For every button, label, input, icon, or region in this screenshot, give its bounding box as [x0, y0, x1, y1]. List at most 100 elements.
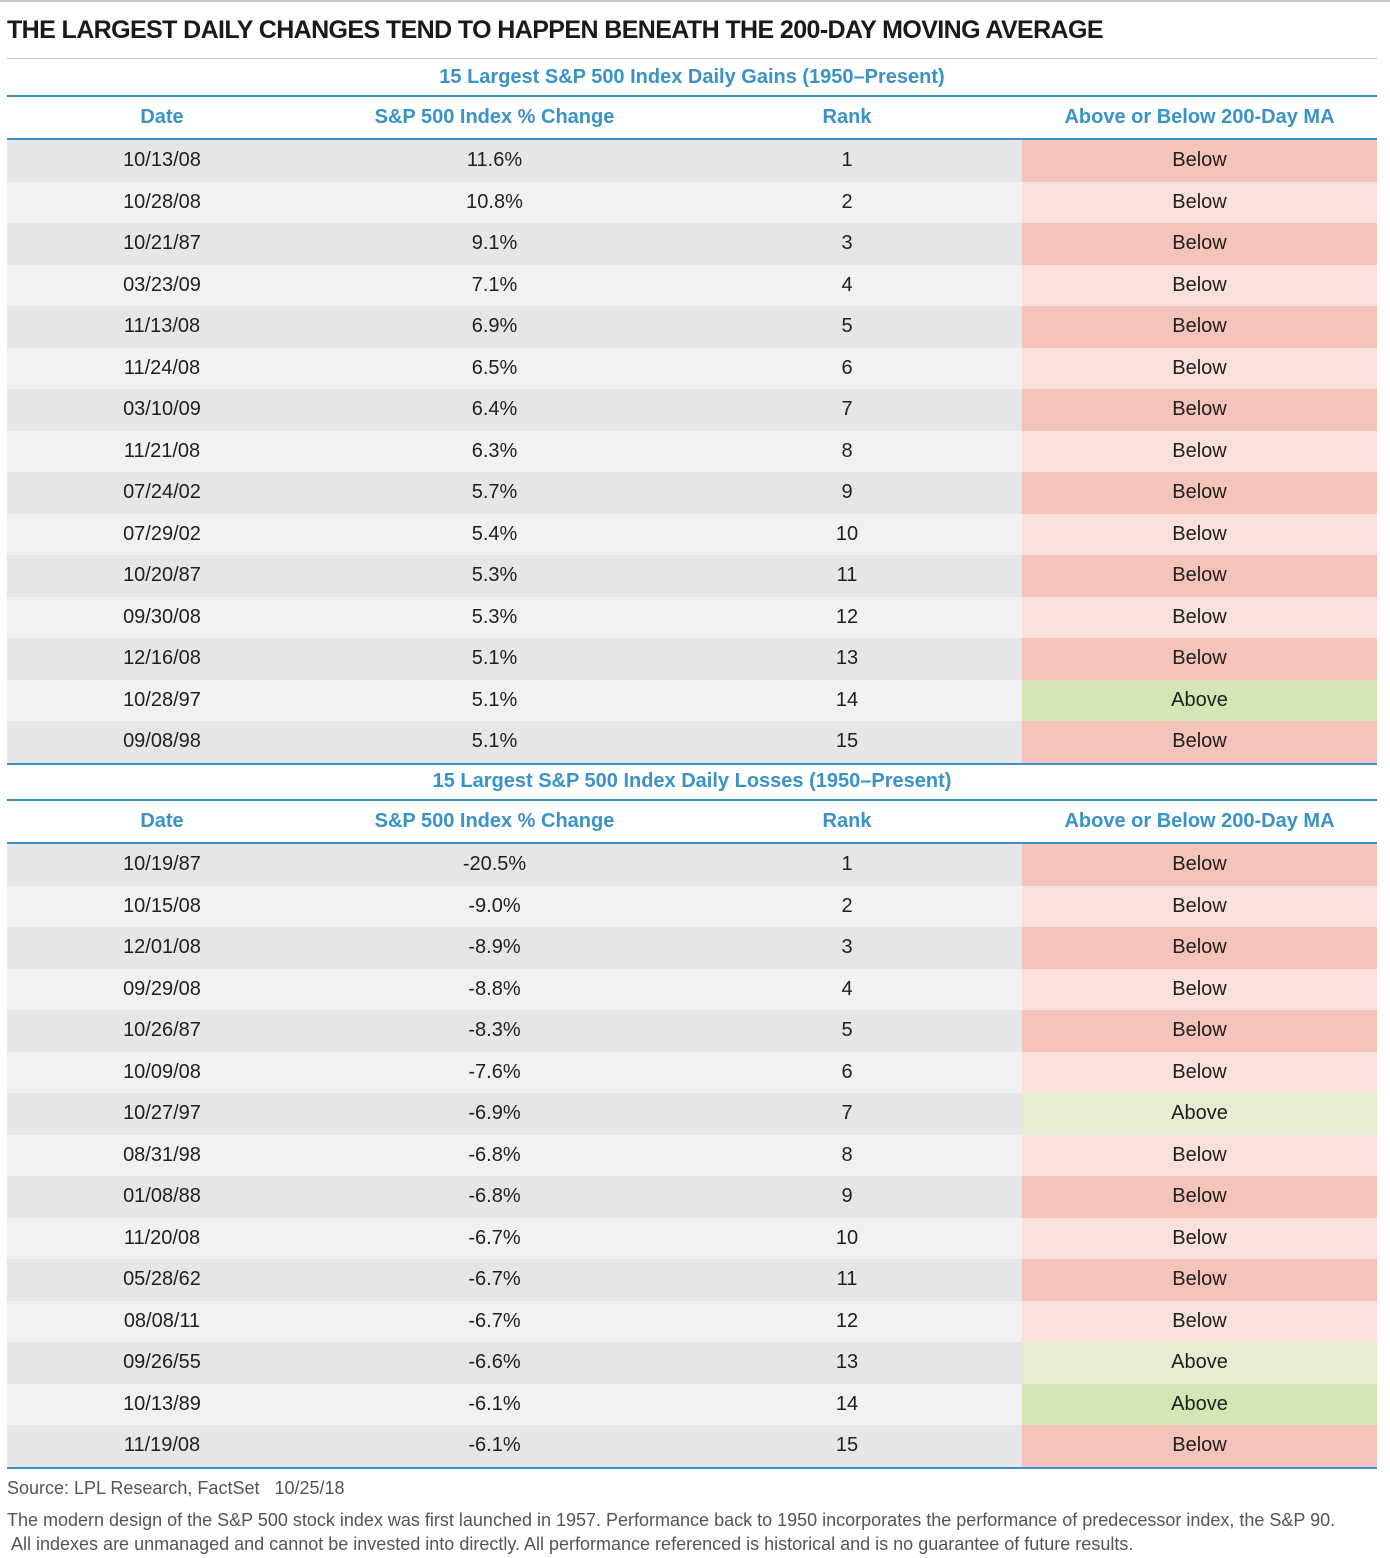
table-row: 10/13/08 11.6% 1 Below — [7, 140, 1377, 182]
cell-pct-change: -6.1% — [468, 1434, 521, 1457]
cell-rank: 5 — [841, 1019, 853, 1042]
cell-date: 08/08/11 — [123, 1309, 201, 1332]
table-row: 07/29/02 5.4% 10 Below — [7, 513, 1377, 555]
section-title: 15 Largest S&P 500 Index Daily Losses (1… — [432, 770, 952, 792]
cell-rank: 4 — [841, 977, 853, 1000]
cell-pct-change: 5.1% — [471, 730, 518, 753]
table-row: 10/28/08 10.8% 2 Below — [7, 181, 1377, 223]
section-rule — [7, 95, 1377, 97]
cell-pct-change: -6.6% — [468, 1351, 521, 1374]
cell-rank: 11 — [836, 564, 858, 587]
cell-pct-change: -6.7% — [468, 1268, 521, 1291]
cell-rank: 3 — [841, 936, 853, 959]
cell-pct-change: 5.3% — [471, 605, 518, 628]
table-row: 08/08/11 -6.7% 12 Below — [7, 1300, 1377, 1342]
cell-rank: 12 — [835, 1309, 859, 1332]
cell-ma-position: Below — [1022, 596, 1377, 638]
cell-ma-position: Above — [1022, 1342, 1377, 1384]
cell-pct-change: -6.7% — [468, 1226, 521, 1249]
cell-pct-change: 5.1% — [471, 688, 518, 711]
cell-date: 10/15/08 — [123, 894, 201, 917]
cell-rank: 6 — [841, 356, 853, 379]
cell-ma-position: Below — [1022, 885, 1377, 927]
source-note: Source: LPL Research, FactSet 10/25/18 — [7, 1478, 345, 1498]
section-bottom-rule — [7, 1466, 1377, 1469]
table-row: 11/21/08 6.3% 8 Below — [7, 430, 1377, 472]
cell-date: 10/27/97 — [123, 1102, 201, 1125]
header-rule — [7, 842, 1377, 844]
cell-date: 10/13/08 — [123, 149, 201, 172]
cell-rank: 10 — [835, 522, 859, 545]
table-row: 10/15/08 -9.0% 2 Below — [7, 885, 1377, 927]
cell-pct-change: -7.6% — [468, 1060, 521, 1083]
cell-ma-position: Below — [1022, 140, 1377, 182]
cell-rank: 11 — [836, 1268, 858, 1291]
cell-date: 07/24/02 — [123, 481, 201, 504]
column-header-pct-change: S&P 500 Index % Change — [374, 106, 615, 128]
table-row: 11/13/08 6.9% 5 Below — [7, 306, 1377, 348]
column-header-row: Date S&P 500 Index % Change Rank Above or B… — [7, 801, 1377, 842]
column-header-pct-change: S&P 500 Index % Change — [374, 810, 615, 832]
cell-ma-position: Below — [1022, 844, 1377, 886]
table-row: 10/19/87 -20.5% 1 Below — [7, 844, 1377, 886]
table-row: 09/29/08 -8.8% 4 Below — [7, 968, 1377, 1010]
cell-rank: 9 — [841, 1185, 853, 1208]
cell-ma-position: Below — [1022, 1300, 1377, 1342]
section-rule — [7, 799, 1377, 801]
table-row: 12/01/08 -8.9% 3 Below — [7, 927, 1377, 969]
cell-rank: 15 — [835, 730, 859, 753]
cell-ma-position: Below — [1022, 306, 1377, 348]
cell-ma-position: Below — [1022, 555, 1377, 597]
section-title: 15 Largest S&P 500 Index Daily Gains (19… — [439, 66, 945, 88]
cell-pct-change: -8.8% — [468, 977, 521, 1000]
column-header-ma-position: Above or Below 200-Day MA — [1064, 106, 1335, 128]
cell-ma-position: Below — [1022, 721, 1377, 763]
table-row: 10/26/87 -8.3% 5 Below — [7, 1010, 1377, 1052]
cell-rank: 1 — [841, 853, 853, 876]
header-rule — [7, 138, 1377, 140]
footnote: The modern design of the S&P 500 stock i… — [7, 1508, 1382, 1556]
cell-rank: 8 — [841, 439, 853, 462]
cell-pct-change: 11.6% — [466, 149, 523, 172]
cell-pct-change: -6.9% — [468, 1102, 521, 1125]
cell-ma-position: Above — [1022, 1383, 1377, 1425]
cell-pct-change: -6.1% — [468, 1392, 521, 1415]
cell-rank: 12 — [835, 605, 859, 628]
cell-ma-position: Above — [1022, 679, 1377, 721]
cell-date: 10/26/87 — [123, 1019, 201, 1042]
table-row: 10/09/08 -7.6% 6 Below — [7, 1051, 1377, 1093]
cell-date: 03/23/09 — [123, 273, 201, 296]
cell-ma-position: Below — [1022, 430, 1377, 472]
table-row: 11/20/08 -6.7% 10 Below — [7, 1217, 1377, 1259]
column-header-date: Date — [140, 810, 184, 832]
cell-rank: 14 — [835, 688, 859, 711]
cell-date: 12/16/08 — [123, 647, 201, 670]
cell-ma-position: Below — [1022, 264, 1377, 306]
title-divider — [7, 58, 1377, 59]
losses-table: 15 Largest S&P 500 Index Daily Losses (1… — [7, 763, 1377, 1469]
cell-ma-position: Below — [1022, 181, 1377, 223]
cell-pct-change: -6.8% — [468, 1143, 521, 1166]
cell-rank: 8 — [841, 1143, 853, 1166]
table-row: 03/23/09 7.1% 4 Below — [7, 264, 1377, 306]
cell-rank: 7 — [841, 1102, 853, 1125]
cell-pct-change: -8.9% — [468, 936, 521, 959]
cell-rank: 3 — [841, 232, 853, 255]
table-row: 03/10/09 6.4% 7 Below — [7, 389, 1377, 431]
cell-rank: 1 — [841, 149, 853, 172]
cell-pct-change: -20.5% — [462, 853, 527, 876]
cell-rank: 2 — [841, 894, 853, 917]
cell-rank: 2 — [841, 190, 853, 213]
column-header-rank: Rank — [822, 106, 872, 128]
cell-rank: 14 — [835, 1392, 859, 1415]
table-row: 01/08/88 -6.8% 9 Below — [7, 1176, 1377, 1218]
cell-ma-position: Below — [1022, 1425, 1377, 1467]
cell-date: 11/21/08 — [123, 439, 201, 462]
cell-pct-change: -6.8% — [468, 1185, 521, 1208]
column-header-row: Date S&P 500 Index % Change Rank Above or B… — [7, 97, 1377, 138]
table-row: 10/27/97 -6.9% 7 Above — [7, 1093, 1377, 1135]
table-row: 12/16/08 5.1% 13 Below — [7, 638, 1377, 680]
cell-date: 11/19/08 — [123, 1434, 201, 1457]
cell-ma-position: Below — [1022, 472, 1377, 514]
